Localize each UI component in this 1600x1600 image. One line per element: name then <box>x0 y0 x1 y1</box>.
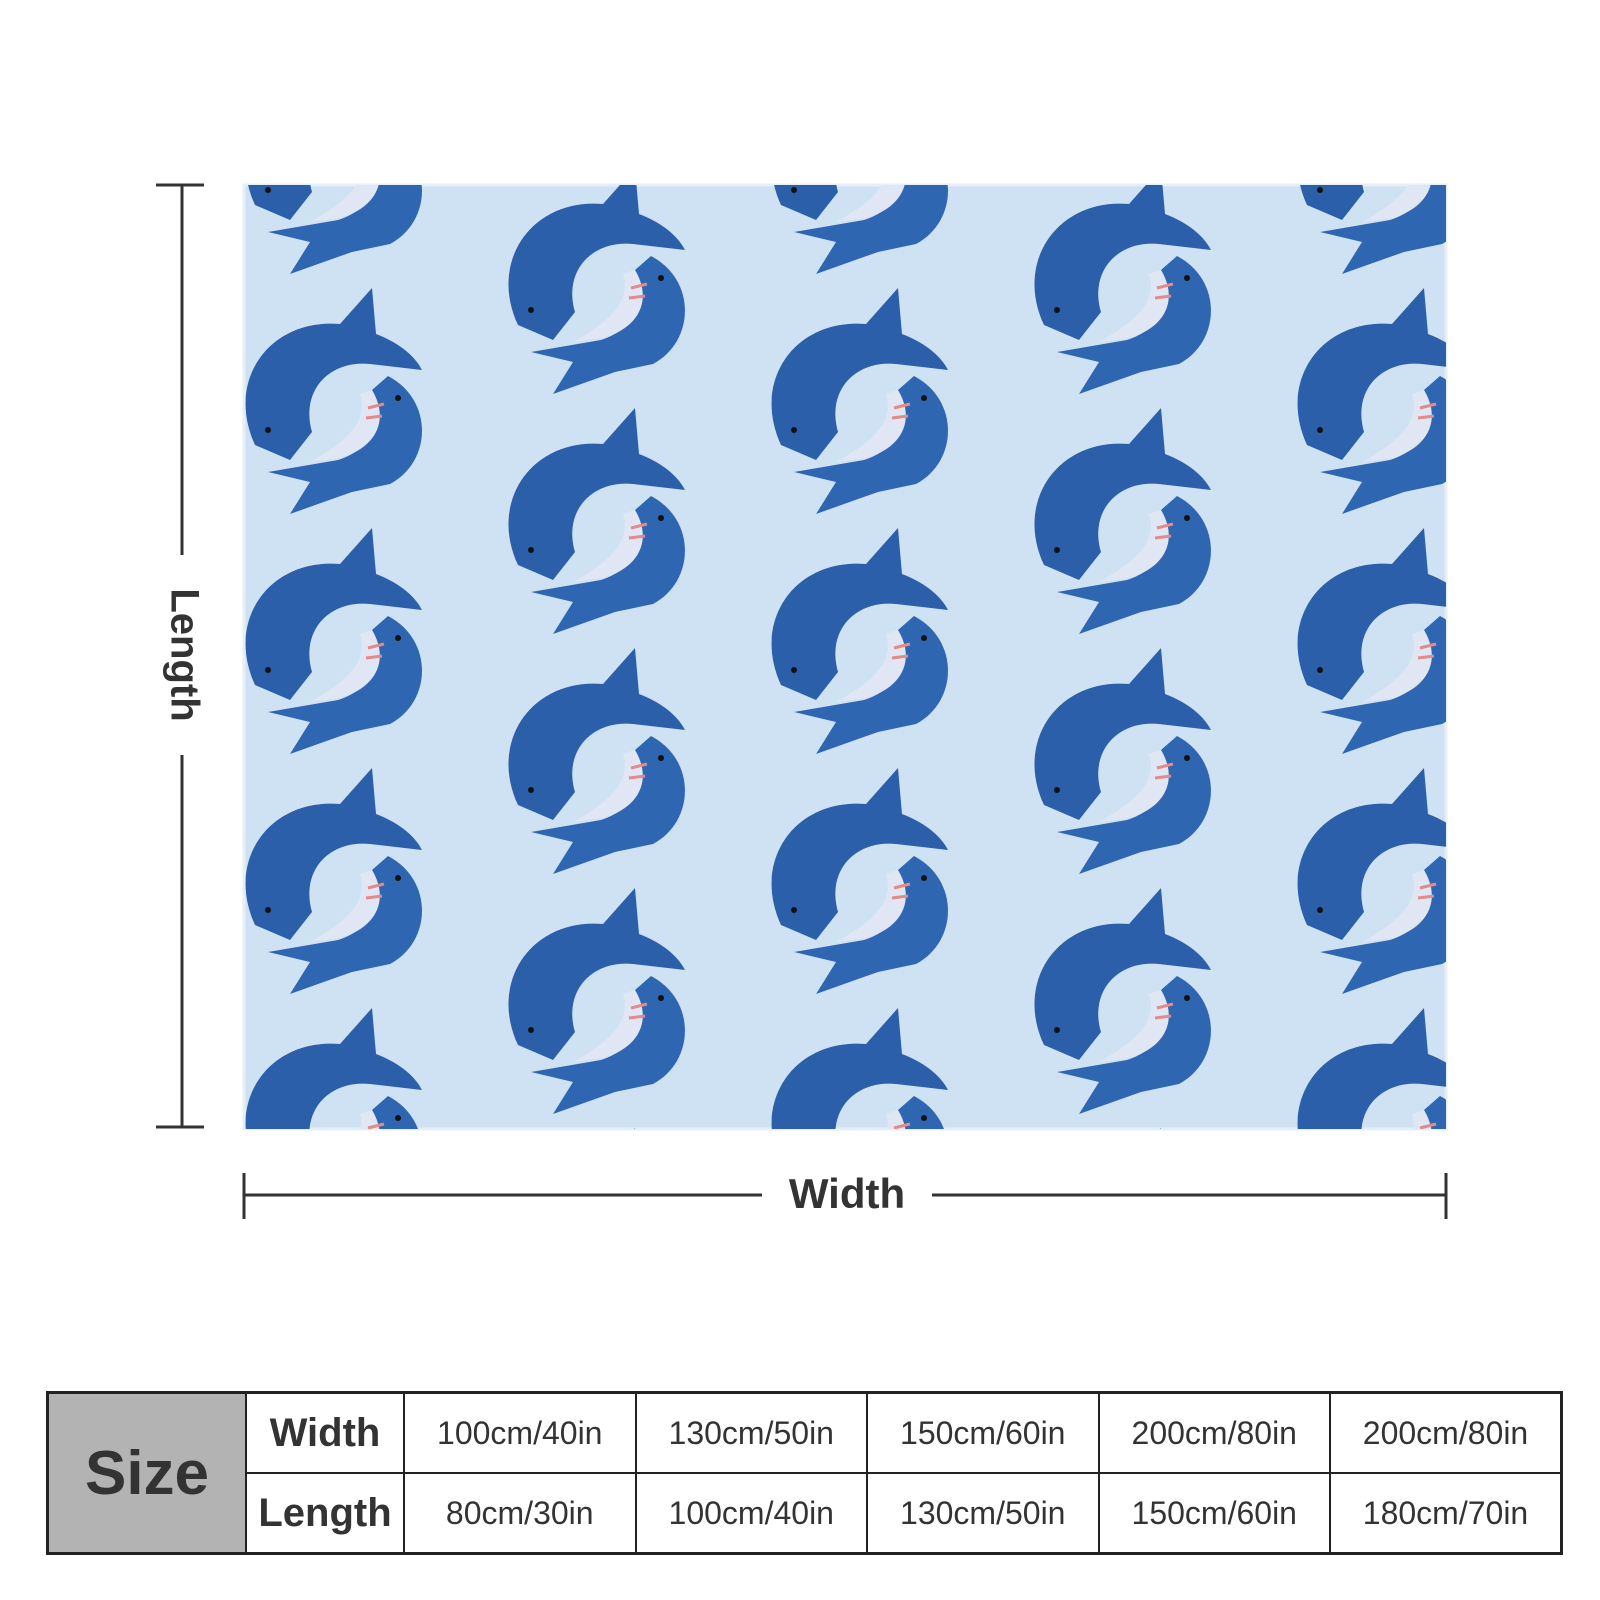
length-measure <box>156 183 204 1129</box>
size-cell: 150cm/60in <box>1097 1472 1331 1555</box>
size-cell: 130cm/50in <box>866 1472 1100 1555</box>
width-measure <box>242 1173 1448 1219</box>
size-cell: 150cm/60in <box>866 1391 1100 1474</box>
table-row: Length 80cm/30in 100cm/40in 130cm/50in 150cm… <box>48 1472 1563 1555</box>
size-cell: 200cm/80in <box>1097 1391 1331 1474</box>
size-cell: 80cm/30in <box>403 1472 637 1555</box>
width-label: Width <box>789 1170 905 1217</box>
size-cell: 130cm/50in <box>634 1391 868 1474</box>
row-label: Width <box>245 1391 405 1474</box>
shark-pattern <box>244 185 1446 1129</box>
table-header: Size <box>46 1391 247 1555</box>
size-cell: 200cm/80in <box>1329 1391 1563 1474</box>
size-cell: 100cm/40in <box>403 1391 637 1474</box>
length-label: Length <box>162 588 206 721</box>
size-cell: 100cm/40in <box>634 1472 868 1555</box>
size-table: Size Width 100cm/40in 130cm/50in 150cm/60in… <box>46 1391 1563 1555</box>
table-row: Size Width 100cm/40in 130cm/50in 150cm/60in… <box>46 1391 1563 1555</box>
row-label: Length <box>245 1472 405 1555</box>
product-illustration: Length Width <box>156 183 1448 1219</box>
size-cell: 180cm/70in <box>1329 1472 1563 1555</box>
